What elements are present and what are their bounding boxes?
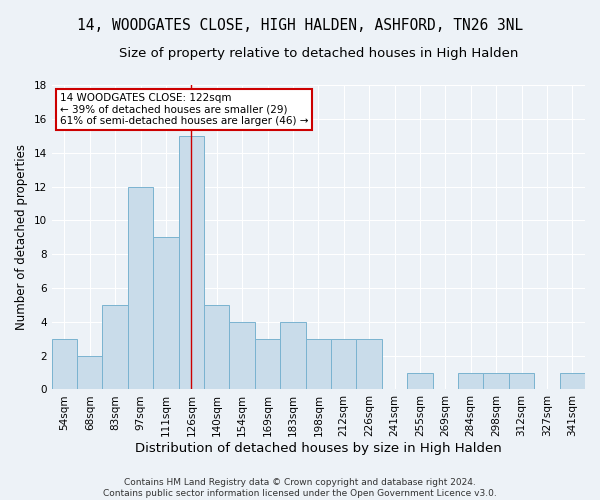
- Title: Size of property relative to detached houses in High Halden: Size of property relative to detached ho…: [119, 48, 518, 60]
- Bar: [255, 339, 280, 390]
- Bar: [458, 372, 484, 390]
- Bar: [153, 238, 179, 390]
- Bar: [280, 322, 305, 390]
- Text: 14, WOODGATES CLOSE, HIGH HALDEN, ASHFORD, TN26 3NL: 14, WOODGATES CLOSE, HIGH HALDEN, ASHFOR…: [77, 18, 523, 32]
- Bar: [407, 372, 433, 390]
- Bar: [331, 339, 356, 390]
- Bar: [77, 356, 103, 390]
- Bar: [484, 372, 509, 390]
- Bar: [204, 305, 229, 390]
- Y-axis label: Number of detached properties: Number of detached properties: [15, 144, 28, 330]
- Bar: [560, 372, 585, 390]
- Bar: [179, 136, 204, 390]
- Bar: [52, 339, 77, 390]
- Bar: [509, 372, 534, 390]
- Text: 14 WOODGATES CLOSE: 122sqm
← 39% of detached houses are smaller (29)
61% of semi: 14 WOODGATES CLOSE: 122sqm ← 39% of deta…: [59, 93, 308, 126]
- X-axis label: Distribution of detached houses by size in High Halden: Distribution of detached houses by size …: [135, 442, 502, 455]
- Text: Contains HM Land Registry data © Crown copyright and database right 2024.
Contai: Contains HM Land Registry data © Crown c…: [103, 478, 497, 498]
- Bar: [128, 186, 153, 390]
- Bar: [229, 322, 255, 390]
- Bar: [103, 305, 128, 390]
- Bar: [356, 339, 382, 390]
- Bar: [305, 339, 331, 390]
